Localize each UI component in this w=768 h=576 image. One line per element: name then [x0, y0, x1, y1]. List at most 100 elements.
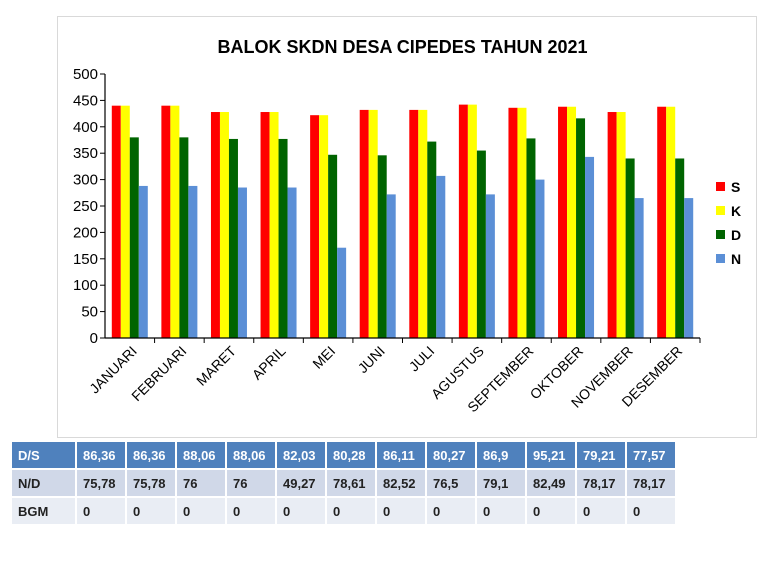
bar-s-oktober	[558, 106, 568, 339]
bar-k-februari	[170, 105, 180, 339]
bar-s-maret	[210, 112, 220, 339]
bar-k-juli	[418, 109, 428, 339]
legend-swatch-s	[716, 182, 725, 191]
table-cell: 79,1	[477, 470, 525, 496]
y-tick-label: 350	[73, 145, 98, 162]
legend-label-d: D	[731, 227, 741, 243]
table-cell: 86,9	[477, 442, 525, 468]
table-row: N/D 75,78 75,78 76 76 49,27 78,61 82,52 76,5 79,1…	[12, 470, 675, 496]
table-cell: 76	[227, 470, 275, 496]
bar-n-agustus	[485, 194, 495, 338]
table-cell: 86,11	[377, 442, 425, 468]
legend-label-n: N	[731, 251, 741, 267]
table-cell: 0	[277, 498, 325, 524]
bar-n-mei	[337, 247, 347, 338]
bar-s-januari	[111, 105, 121, 339]
bar-d-oktober	[576, 118, 586, 339]
bar-k-september	[517, 107, 527, 339]
bar-k-desember	[666, 106, 676, 339]
legend-swatch-d	[716, 230, 725, 239]
bar-s-juli	[409, 109, 419, 339]
table-cell: 78,61	[327, 470, 375, 496]
table-cell: 82,03	[277, 442, 325, 468]
table-cell: 86,36	[127, 442, 175, 468]
bar-n-november	[634, 198, 644, 338]
bar-n-september	[535, 179, 545, 338]
bar-s-september	[508, 107, 518, 339]
legend-label-k: K	[731, 203, 741, 219]
bar-d-februari	[179, 137, 189, 338]
table-row: BGM 0 0 0 0 0 0 0 0 0 0 0 0	[12, 498, 675, 524]
table-cell: 78,17	[627, 470, 675, 496]
bar-s-desember	[657, 106, 667, 339]
legend-label-s: S	[731, 179, 740, 195]
table-cell: 0	[127, 498, 175, 524]
bar-n-maret	[237, 187, 247, 338]
x-tick-label: JUNI	[355, 343, 388, 376]
bar-s-mei	[310, 115, 320, 339]
y-tick-label: 500	[73, 66, 98, 83]
bar-d-agustus	[476, 150, 486, 338]
bar-d-september	[526, 138, 536, 338]
table-cell: 0	[427, 498, 475, 524]
bar-n-desember	[684, 198, 694, 338]
bar-n-juni	[386, 194, 396, 338]
bar-d-desember	[675, 158, 685, 338]
bar-d-maret	[228, 138, 238, 338]
stats-table-body: D/S 86,36 86,36 88,06 88,06 82,03 80,28 86,11 80…	[12, 442, 675, 524]
bar-n-februari	[188, 185, 198, 338]
stats-table: D/S 86,36 86,36 88,06 88,06 82,03 80,28 86,11 80…	[10, 440, 677, 526]
table-cell: 0	[577, 498, 625, 524]
x-tick-label: MARET	[193, 342, 239, 388]
table-cell: 0	[377, 498, 425, 524]
legend-swatch-k	[716, 206, 725, 215]
table-cell: 78,17	[577, 470, 625, 496]
y-tick-label: 50	[81, 304, 98, 321]
row-label: D/S	[12, 442, 75, 468]
table-cell: 0	[77, 498, 125, 524]
y-tick-label: 200	[73, 224, 98, 241]
table-row: D/S 86,36 86,36 88,06 88,06 82,03 80,28 86,11 80…	[12, 442, 675, 468]
table-cell: 0	[477, 498, 525, 524]
chart-title: BALOK SKDN DESA CIPEDES TAHUN 2021	[217, 37, 587, 57]
y-tick-label: 100	[73, 277, 98, 294]
chart-frame: BALOK SKDN DESA CIPEDES TAHUN 2021 0 50 100…	[57, 16, 757, 438]
bar-s-februari	[161, 105, 171, 339]
bar-d-juni	[377, 155, 387, 338]
bar-k-juni	[368, 109, 378, 339]
y-tick-label: 400	[73, 119, 98, 136]
bar-d-april	[278, 138, 288, 338]
table-cell: 80,27	[427, 442, 475, 468]
bar-d-november	[625, 158, 635, 338]
table-cell: 76	[177, 470, 225, 496]
bar-n-oktober	[585, 156, 595, 338]
table-cell: 75,78	[77, 470, 125, 496]
bar-n-januari	[138, 185, 148, 338]
y-tick-label: 150	[73, 251, 98, 268]
table-cell: 0	[527, 498, 575, 524]
table-cell: 0	[327, 498, 375, 524]
table-cell: 0	[227, 498, 275, 524]
table-cell: 82,52	[377, 470, 425, 496]
x-tick-label: JULI	[406, 343, 438, 375]
table-cell: 0	[627, 498, 675, 524]
bar-k-maret	[219, 112, 229, 339]
table-cell: 79,21	[577, 442, 625, 468]
table-cell: 75,78	[127, 470, 175, 496]
bar-k-agustus	[467, 104, 477, 339]
table-cell: 88,06	[227, 442, 275, 468]
bar-k-mei	[319, 115, 329, 339]
bar-s-juni	[359, 109, 369, 339]
bar-k-april	[269, 112, 279, 339]
bar-s-november	[607, 112, 617, 339]
bar-k-januari	[120, 105, 130, 339]
row-label: BGM	[12, 498, 75, 524]
bar-s-april	[260, 112, 270, 339]
table-cell: 77,57	[627, 442, 675, 468]
bar-d-mei	[328, 154, 338, 338]
bar-n-juli	[436, 175, 446, 338]
y-tick-label: 450	[73, 92, 98, 109]
table-cell: 76,5	[427, 470, 475, 496]
table-cell: 88,06	[177, 442, 225, 468]
x-tick-label: MEI	[309, 343, 338, 372]
